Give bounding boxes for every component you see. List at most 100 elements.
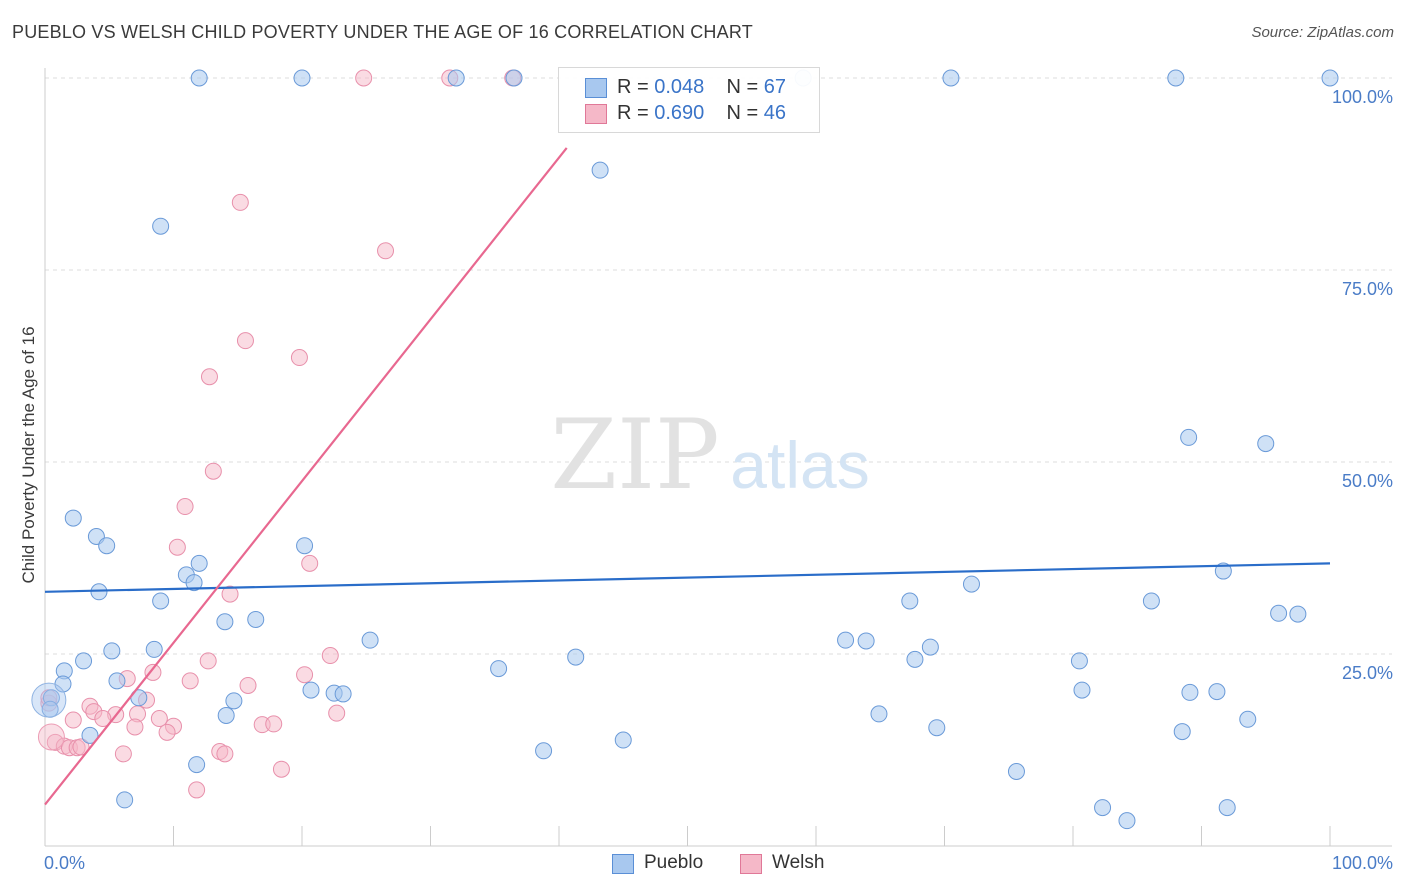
pueblo-point bbox=[1173, 723, 1191, 741]
welsh-point bbox=[272, 760, 290, 778]
welsh-point bbox=[355, 69, 373, 87]
pueblo-point bbox=[535, 742, 553, 760]
pueblo-point bbox=[190, 554, 208, 572]
pueblo-point bbox=[81, 726, 99, 744]
welsh-swatch bbox=[740, 854, 762, 874]
welsh-point bbox=[126, 718, 144, 736]
welsh-point bbox=[94, 710, 112, 728]
pueblo-point bbox=[1007, 763, 1025, 781]
welsh-point bbox=[216, 745, 234, 763]
pueblo-point bbox=[108, 672, 126, 690]
welsh-point bbox=[265, 715, 283, 733]
welsh-point bbox=[296, 666, 314, 684]
pueblo-point bbox=[296, 537, 314, 555]
welsh-point bbox=[301, 554, 319, 572]
pueblo-point bbox=[1118, 812, 1136, 830]
legend-n-label: N = bbox=[726, 102, 759, 124]
pueblo-point bbox=[870, 705, 888, 723]
welsh-point bbox=[328, 704, 346, 722]
y-tick-label: 75.0% bbox=[1342, 279, 1393, 299]
pueblo-point bbox=[614, 731, 632, 749]
pueblo-point bbox=[1167, 69, 1185, 87]
pueblo-point bbox=[217, 706, 235, 724]
welsh-point bbox=[321, 647, 339, 665]
chart-source: Source: ZipAtlas.com bbox=[1251, 24, 1394, 41]
pueblo-point bbox=[1208, 683, 1226, 701]
pueblo-point bbox=[901, 592, 919, 610]
pueblo-points bbox=[31, 69, 1339, 830]
series-legend-label: Welsh bbox=[772, 852, 825, 873]
legend-n-value: 67 bbox=[763, 76, 787, 98]
welsh-point bbox=[64, 711, 82, 729]
axes bbox=[44, 68, 1392, 847]
welsh-point bbox=[199, 652, 217, 670]
y-axis-label: Child Poverty Under the Age of 16 bbox=[19, 326, 38, 583]
welsh-point bbox=[236, 332, 254, 350]
pueblo-point bbox=[447, 69, 465, 87]
pueblo-point bbox=[1142, 592, 1160, 610]
pueblo-point bbox=[116, 791, 134, 809]
welsh-point bbox=[200, 368, 218, 386]
pueblo-point bbox=[216, 613, 234, 631]
pueblo-swatch bbox=[585, 78, 607, 98]
pueblo-point bbox=[591, 161, 609, 179]
pueblo-point bbox=[1270, 604, 1288, 622]
welsh-point bbox=[377, 242, 395, 260]
welsh-point bbox=[188, 781, 206, 799]
pueblo-point bbox=[928, 719, 946, 737]
pueblo-point bbox=[145, 640, 163, 658]
welsh-point bbox=[176, 498, 194, 516]
pueblo-point bbox=[190, 69, 208, 87]
welsh-points bbox=[37, 69, 522, 799]
trend-lines bbox=[44, 147, 1331, 806]
welsh-trend-line bbox=[44, 147, 568, 806]
pueblo-point bbox=[490, 660, 508, 678]
legend-r-value: 0.048 bbox=[654, 76, 705, 98]
x-tick-label: 0.0% bbox=[44, 853, 85, 873]
pueblo-point bbox=[247, 610, 265, 628]
legend-n-value: 46 bbox=[763, 102, 787, 124]
welsh-point bbox=[72, 738, 90, 756]
pueblo-point bbox=[906, 650, 924, 668]
pueblo-point bbox=[857, 632, 875, 650]
welsh-point bbox=[231, 193, 249, 211]
pueblo-point bbox=[1070, 652, 1088, 670]
pueblo-point bbox=[942, 69, 960, 87]
welsh-point bbox=[114, 745, 132, 763]
chart-title: PUEBLO VS WELSH CHILD POVERTY UNDER THE … bbox=[12, 22, 753, 42]
welsh-point bbox=[204, 462, 222, 480]
welsh-point bbox=[168, 538, 186, 556]
welsh-point bbox=[290, 349, 308, 367]
welsh-point bbox=[144, 663, 162, 681]
series-legend-label: Pueblo bbox=[644, 852, 704, 873]
pueblo-point bbox=[64, 509, 82, 527]
pueblo-point bbox=[152, 217, 170, 235]
pueblo-point bbox=[1321, 69, 1339, 87]
pueblo-point bbox=[962, 575, 980, 593]
pueblo-point bbox=[1257, 435, 1275, 453]
welsh-point bbox=[150, 710, 168, 728]
pueblo-point bbox=[152, 592, 170, 610]
welsh-swatch bbox=[585, 104, 607, 124]
pueblo-point bbox=[188, 756, 206, 774]
pueblo-point bbox=[1073, 681, 1091, 699]
welsh-point bbox=[158, 723, 176, 741]
tick-labels: 25.0% 50.0% 75.0% 100.0% 0.0% 100.0% bbox=[44, 87, 1393, 873]
pueblo-point bbox=[334, 685, 352, 703]
pueblo-point bbox=[505, 69, 523, 87]
welsh-point bbox=[181, 672, 199, 690]
welsh-point bbox=[239, 676, 257, 694]
pueblo-point bbox=[1214, 562, 1232, 580]
x-tick-label: 100.0% bbox=[1332, 853, 1393, 873]
pueblo-point bbox=[302, 681, 320, 699]
pueblo-point bbox=[921, 638, 939, 656]
pueblo-point bbox=[1239, 710, 1257, 728]
y-tick-label: 100.0% bbox=[1332, 87, 1393, 107]
pueblo-point bbox=[225, 692, 243, 710]
pueblo-swatch bbox=[612, 854, 634, 874]
grid bbox=[45, 77, 1392, 655]
pueblo-point bbox=[1218, 799, 1236, 817]
pueblo-point bbox=[98, 537, 116, 555]
pueblo-point bbox=[1289, 605, 1307, 623]
